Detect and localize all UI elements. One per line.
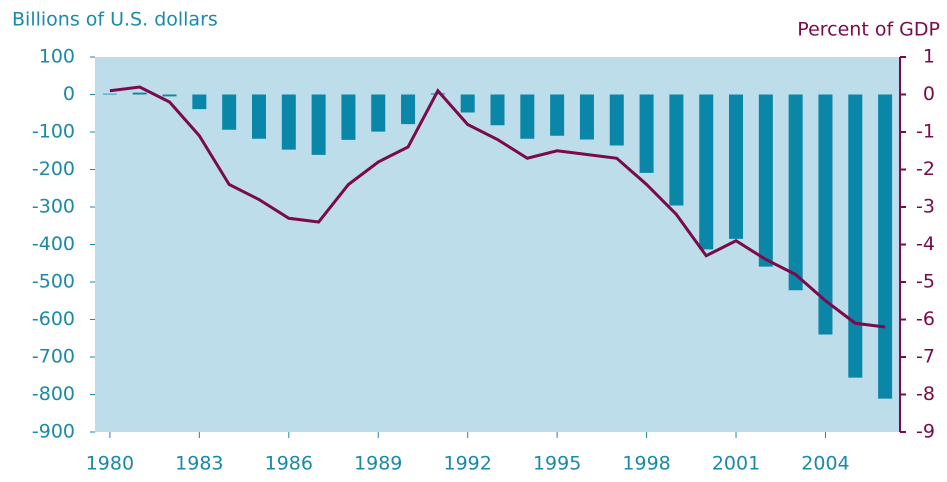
x-tick-label: 1983 <box>175 453 223 475</box>
x-tick-label: 1992 <box>444 453 492 475</box>
y2-tick-label: -5 <box>916 271 935 293</box>
y2-tick-label: -8 <box>916 383 935 405</box>
bar <box>878 94 893 399</box>
y-axis-title: Billions of U.S. dollars <box>12 9 218 31</box>
bar <box>848 94 863 378</box>
bar <box>729 94 744 239</box>
bar <box>699 94 714 250</box>
y-tick-label: -700 <box>32 346 75 368</box>
y2-tick-label: 1 <box>923 46 935 68</box>
bar <box>639 94 654 173</box>
x-tick-label: 1995 <box>533 453 581 475</box>
y2-tick-label: -9 <box>916 421 935 443</box>
bar <box>758 94 773 267</box>
bar <box>818 94 833 335</box>
x-tick-label: 1986 <box>265 453 313 475</box>
bar <box>222 94 237 130</box>
y-tick-label: -200 <box>32 158 75 180</box>
bar <box>102 93 117 95</box>
bar <box>162 94 177 97</box>
bar <box>401 94 416 125</box>
y-tick-label: -500 <box>32 271 75 293</box>
bar <box>788 94 803 291</box>
line <box>109 85 886 329</box>
bar <box>460 94 475 113</box>
y2-tick-label: -2 <box>916 158 935 180</box>
bar <box>579 94 594 140</box>
y-tick-label: -800 <box>32 383 75 405</box>
y2-tick-label: -4 <box>916 233 935 255</box>
bar <box>550 94 565 136</box>
bar <box>281 94 296 150</box>
y2-tick-label: 0 <box>923 83 935 105</box>
x-tick-label: 1980 <box>86 453 134 475</box>
bar <box>669 94 684 206</box>
y2-tick-label: -7 <box>916 346 935 368</box>
x-tick-label: 1989 <box>354 453 402 475</box>
x-tick-label: 2004 <box>801 453 849 475</box>
y-tick-label: -600 <box>32 308 75 330</box>
y-tick-label: -400 <box>32 233 75 255</box>
x-tick-label: 1998 <box>622 453 670 475</box>
bar <box>341 94 356 140</box>
bar <box>311 94 326 155</box>
bar <box>371 94 386 132</box>
bar <box>609 94 624 146</box>
y-tick-label: 100 <box>39 46 75 68</box>
y2-tick-label: -1 <box>916 121 935 143</box>
y-tick-label: 0 <box>63 83 75 105</box>
y2-axis-title: Percent of GDP <box>797 19 940 41</box>
y-tick-label: -100 <box>32 121 75 143</box>
y-tick-label: -900 <box>32 421 75 443</box>
y2-tick-label: -6 <box>916 308 935 330</box>
x-tick-label: 2001 <box>712 453 760 475</box>
y2-tick-label: -3 <box>916 196 935 218</box>
y-tick-label: -300 <box>32 196 75 218</box>
bar <box>192 94 207 110</box>
bar <box>251 94 266 139</box>
bar <box>520 94 535 139</box>
bar <box>132 92 147 95</box>
bar <box>490 94 505 126</box>
